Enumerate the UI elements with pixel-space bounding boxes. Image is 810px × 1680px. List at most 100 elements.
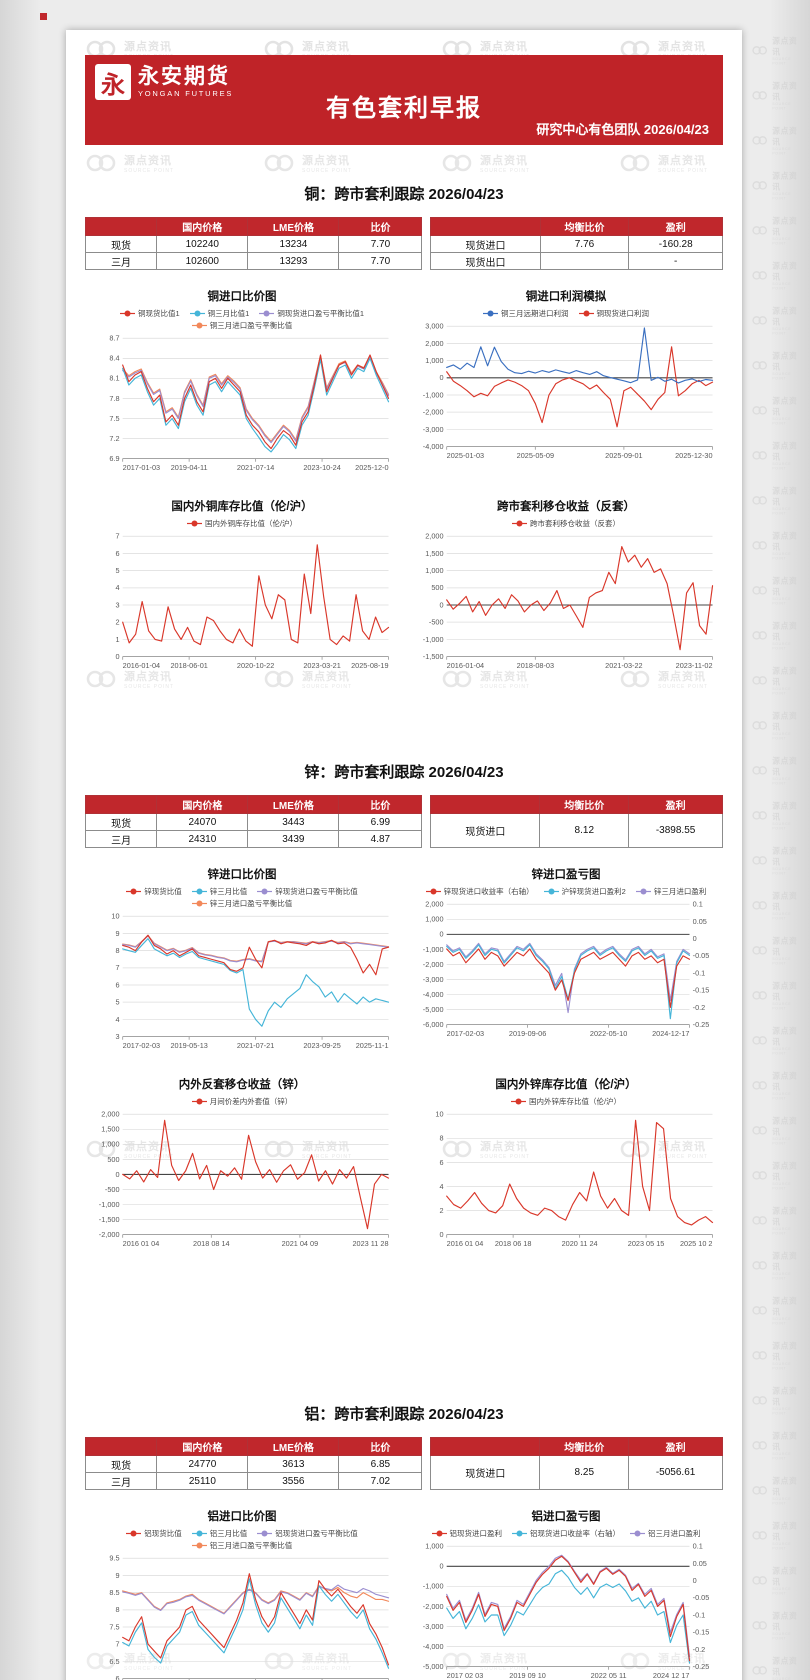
legend-label: 铜现货进口盈亏平衡比值1 [277, 309, 364, 318]
column-header: 盈利 [628, 217, 723, 236]
chart-plot: 3,000 2,000 1,000 0 -1,000 -2,000 -3,000 -4,000… [423, 322, 714, 460]
svg-text:0: 0 [693, 1576, 697, 1585]
svg-text:0: 0 [439, 1230, 443, 1239]
watermark-logo-icon [752, 901, 767, 910]
table-cell: 现货进口 [430, 1455, 541, 1491]
copper-profit-table: 均衡比价 盈利 现货进口 7.76 -160.28 现货出口 - [430, 217, 723, 270]
section-aluminum: 铝：跨市套利跟踪 2026/04/23 国内价格 LME价格 比价 现货 24770 361… [84, 1403, 723, 1680]
chart-plot: 7 6 5 4 3 2 1 0 2016-01-04 2018-06-01 2020-10-22 20… [115, 531, 390, 670]
legend-marker-icon [257, 888, 273, 895]
svg-text:1,500: 1,500 [101, 1124, 119, 1133]
chart-plot: 1,000 0 -1,000 -2,000 -3,000 -4,000 -5,000 0.1 0… [423, 1542, 710, 1680]
svg-text:2021 04 09: 2021 04 09 [282, 1239, 319, 1248]
table-cell: 4.87 [338, 830, 423, 849]
svg-text:2018 08 14: 2018 08 14 [193, 1239, 230, 1248]
svg-text:-3,000: -3,000 [423, 1622, 444, 1631]
red-marker [40, 13, 47, 20]
legend-label: 月间价差内外套值（锌） [209, 1096, 293, 1106]
svg-text:2018 06 18: 2018 06 18 [495, 1239, 532, 1248]
legend-label: 铜现货比值1 [137, 309, 180, 318]
svg-text:-0.15: -0.15 [693, 986, 710, 995]
table-cell: 13234 [247, 235, 340, 253]
chart-legend: 铜现货比值1 铜三月比值1 铜现货进口盈亏平衡比值1 铜三月进口盈亏平衡比值 [85, 308, 399, 331]
legend-marker-icon [191, 1530, 207, 1537]
svg-text:10: 10 [111, 912, 119, 921]
watermark-logo-icon [752, 1171, 767, 1180]
column-header: 均衡比价 [539, 1437, 630, 1457]
legend-marker-icon [635, 888, 651, 895]
legend-marker-icon [543, 888, 559, 895]
svg-text:-1,000: -1,000 [423, 390, 444, 399]
legend-label: 铜三月远期进口利润 [501, 309, 569, 318]
svg-text:0: 0 [693, 934, 697, 943]
table-cell: 7.70 [338, 235, 423, 253]
legend-label: 铜现货进口利润 [596, 309, 650, 318]
charts-row: 内外反套移仓收益（锌） 月间价差内外套值（锌） 2,000 1,500 1,000 500… [85, 1066, 723, 1256]
chart-legend: 月间价差内外套值（锌） [85, 1096, 399, 1107]
legend-item: 锌三月比值 [191, 886, 248, 897]
legend-label: 锌三月比值 [209, 887, 248, 897]
svg-text:5: 5 [115, 566, 119, 575]
table-cell: 24770 [156, 1455, 249, 1474]
svg-text:2024 12 17: 2024 12 17 [653, 1671, 690, 1680]
svg-text:500: 500 [107, 1154, 119, 1163]
table-cell: 7.70 [338, 252, 423, 270]
chart-legend: 铝现货进口盈利 铝现货进口收益率（右轴） 铝三月进口盈利 [409, 1528, 723, 1539]
watermark-logo-icon [752, 1081, 767, 1090]
column-header [84, 1437, 158, 1457]
watermark-logo-icon [752, 451, 767, 460]
yongan-logo-icon: 永 [95, 64, 131, 100]
charts-row: 国内外铜库存比值（伦/沪） 国内外铜库存比值（伦/沪） 7 6 5 4 3 2 1 0 2016-0… [85, 488, 723, 678]
svg-text:3,000: 3,000 [425, 322, 443, 331]
legend-item: 锌三月进口盈利 [635, 886, 706, 897]
svg-text:1,500: 1,500 [425, 548, 443, 557]
svg-text:6: 6 [115, 980, 119, 989]
svg-text:-4,000: -4,000 [423, 442, 444, 451]
svg-text:8: 8 [115, 946, 119, 955]
chart-cu-roll: 跨市套利移仓收益（反套） 跨市套利移仓收益（反套） 2,000 1,500 1,000 5… [409, 488, 723, 678]
column-header [430, 795, 541, 815]
sections: 铜：跨市套利跟踪 2026/04/23 国内价格 LME价格 比价 现货 102240 13… [84, 183, 723, 1680]
legend-item: 铜三月比值1 [189, 308, 249, 319]
table-cell: 3439 [247, 830, 340, 849]
watermark-logo-icon [752, 1126, 767, 1135]
svg-text:-0.1: -0.1 [693, 968, 706, 977]
chart-al-ratio: 铝进口比价图 铝现货比值 铝三月比值 铝现货进口盈亏平衡比值 铝三月进口盈亏平衡比值 9.… [85, 1498, 399, 1680]
chart-zn-roll: 内外反套移仓收益（锌） 月间价差内外套值（锌） 2,000 1,500 1,000 500… [85, 1066, 399, 1256]
table-cell: 三月 [84, 252, 158, 270]
svg-text:2020 11 24: 2020 11 24 [562, 1239, 598, 1248]
svg-text:-5,000: -5,000 [423, 1005, 444, 1014]
table-cell: 三月 [84, 1472, 158, 1491]
table-cell [539, 252, 630, 270]
legend-item: 铜三月进口盈亏平衡比值 [191, 320, 292, 331]
svg-text:-5,000: -5,000 [423, 1662, 444, 1671]
svg-text:8.5: 8.5 [109, 1588, 119, 1597]
svg-text:-500: -500 [105, 1184, 120, 1193]
legend-label: 铝三月比值 [209, 1529, 248, 1539]
table-cell: 3556 [247, 1472, 340, 1491]
alu-price-table: 国内价格 LME价格 比价 现货 24770 3613 6.85 三月 25110 3556 7.0… [84, 1437, 423, 1491]
column-header: 国内价格 [156, 795, 249, 815]
svg-text:-6,000: -6,000 [423, 1020, 444, 1029]
legend-item: 铜三月远期进口利润 [483, 308, 569, 319]
svg-text:1,000: 1,000 [425, 566, 443, 575]
svg-text:2025-09-01: 2025-09-01 [605, 451, 642, 460]
legend-marker-icon [191, 1098, 207, 1105]
column-header: 比价 [338, 217, 423, 236]
svg-text:8.7: 8.7 [109, 334, 119, 343]
watermark-logo-icon [752, 721, 767, 730]
svg-text:2016-01-04: 2016-01-04 [123, 661, 160, 670]
svg-text:9: 9 [115, 1571, 119, 1580]
svg-text:0: 0 [439, 930, 443, 939]
section-zinc: 锌：跨市套利跟踪 2026/04/23 国内价格 LME价格 比价 现货 24070 344… [84, 761, 723, 1256]
column-header: 比价 [338, 795, 423, 815]
charts-row: 铝进口比价图 铝现货比值 铝三月比值 铝现货进口盈亏平衡比值 铝三月进口盈亏平衡比值 9.… [85, 1498, 723, 1680]
svg-text:-2,000: -2,000 [423, 1602, 444, 1611]
